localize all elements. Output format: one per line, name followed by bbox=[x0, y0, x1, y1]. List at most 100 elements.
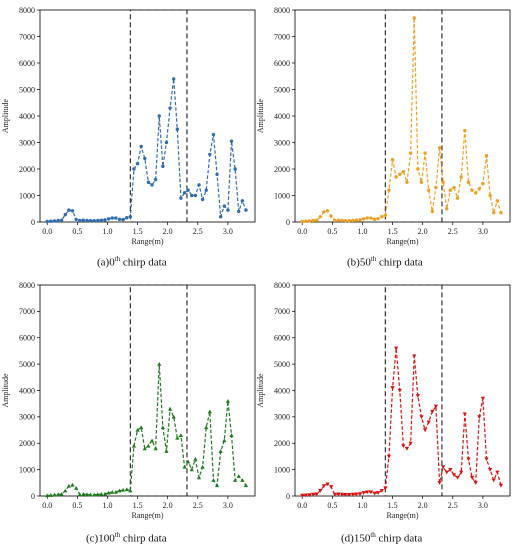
data-point bbox=[99, 492, 104, 496]
data-point bbox=[390, 386, 395, 390]
data-point bbox=[233, 167, 237, 171]
data-point bbox=[164, 449, 169, 453]
data-point bbox=[55, 492, 61, 497]
data-point bbox=[477, 187, 481, 191]
data-point bbox=[390, 158, 395, 162]
x-tick-label: 1.5 bbox=[133, 227, 143, 236]
data-point bbox=[398, 172, 402, 176]
data-point bbox=[422, 428, 428, 433]
data-point bbox=[484, 457, 489, 462]
data-point bbox=[193, 456, 198, 461]
data-point bbox=[300, 219, 304, 224]
x-tick-label: 0.0 bbox=[42, 501, 52, 510]
data-point bbox=[498, 483, 504, 488]
data-point bbox=[110, 216, 114, 220]
caption-d: (d)150th chirp data bbox=[341, 531, 423, 545]
data-point bbox=[455, 196, 460, 200]
data-point bbox=[95, 492, 100, 497]
x-axis-label: Range(m) bbox=[387, 237, 419, 246]
data-point bbox=[394, 175, 398, 179]
data-point bbox=[117, 217, 122, 222]
data-point bbox=[218, 215, 223, 219]
data-point bbox=[343, 218, 348, 223]
data-point bbox=[243, 483, 249, 488]
data-point bbox=[113, 489, 118, 494]
highlight-box bbox=[129, 9, 188, 223]
data-point bbox=[186, 459, 191, 464]
data-point bbox=[175, 435, 180, 440]
data-point bbox=[339, 492, 345, 497]
x-tick-label: 3.0 bbox=[478, 501, 488, 510]
data-point bbox=[74, 217, 78, 222]
data-point bbox=[117, 488, 122, 493]
data-point bbox=[168, 106, 172, 110]
data-point bbox=[92, 492, 97, 497]
y-tick-label: 7000 bbox=[19, 307, 35, 316]
data-point bbox=[178, 433, 184, 438]
x-tick-label: 1.0 bbox=[102, 501, 112, 510]
data-point bbox=[225, 398, 230, 403]
data-point bbox=[161, 164, 165, 169]
data-point bbox=[303, 493, 308, 498]
data-point bbox=[81, 492, 86, 496]
data-point bbox=[103, 218, 107, 222]
data-point bbox=[63, 212, 67, 217]
data-point bbox=[379, 489, 384, 493]
plot-frame bbox=[39, 9, 256, 223]
data-point bbox=[121, 217, 125, 222]
data-point bbox=[495, 470, 500, 475]
data-point bbox=[171, 77, 176, 81]
y-tick-label: 0 bbox=[286, 492, 290, 501]
data-point bbox=[412, 16, 416, 20]
data-point bbox=[401, 169, 406, 174]
highlight-box bbox=[129, 284, 188, 497]
data-point bbox=[67, 208, 71, 212]
data-point bbox=[237, 209, 241, 214]
data-point bbox=[49, 219, 53, 223]
data-point bbox=[92, 218, 96, 223]
y-tick-label: 3000 bbox=[274, 413, 290, 422]
x-tick-label: 0.5 bbox=[327, 501, 337, 510]
data-point bbox=[325, 482, 330, 487]
y-axis-label: Amplitude bbox=[1, 98, 10, 133]
data-point bbox=[463, 128, 467, 133]
y-tick-label: 4000 bbox=[19, 386, 35, 395]
data-point bbox=[445, 207, 449, 211]
data-point bbox=[376, 491, 381, 495]
x-tick-label: 1.0 bbox=[102, 227, 112, 236]
data-point bbox=[175, 127, 180, 131]
data-point bbox=[469, 475, 475, 480]
data-point bbox=[131, 443, 137, 448]
data-point bbox=[358, 218, 362, 222]
data-point bbox=[386, 454, 392, 459]
data-point bbox=[197, 183, 201, 187]
x-tick-label: 1.0 bbox=[357, 501, 367, 510]
data-point bbox=[146, 180, 151, 184]
y-tick-label: 4000 bbox=[274, 112, 290, 121]
data-point bbox=[408, 151, 413, 155]
data-point bbox=[88, 218, 93, 223]
y-tick-label: 8000 bbox=[274, 281, 290, 290]
y-tick-label: 8000 bbox=[19, 6, 35, 15]
data-point bbox=[307, 493, 312, 498]
data-point bbox=[322, 210, 326, 214]
y-tick-label: 4000 bbox=[274, 386, 290, 395]
data-point bbox=[405, 180, 409, 184]
data-point bbox=[336, 218, 341, 222]
x-tick-label: 2.5 bbox=[448, 227, 458, 236]
data-point bbox=[190, 193, 194, 198]
data-point bbox=[491, 478, 496, 483]
data-point bbox=[394, 346, 399, 351]
y-tick-label: 6000 bbox=[274, 334, 290, 343]
data-point bbox=[182, 464, 187, 469]
data-point bbox=[419, 180, 424, 184]
data-point bbox=[128, 488, 133, 493]
data-point bbox=[48, 493, 53, 497]
data-point bbox=[397, 388, 402, 393]
panel-a: 0 1000 2000 3000 4000 5000 6000 7000 8000 0.0 0.5 1… bbox=[1, 6, 256, 246]
y-tick-label: 6000 bbox=[19, 59, 35, 68]
data-point bbox=[240, 199, 245, 203]
data-point bbox=[153, 446, 158, 451]
